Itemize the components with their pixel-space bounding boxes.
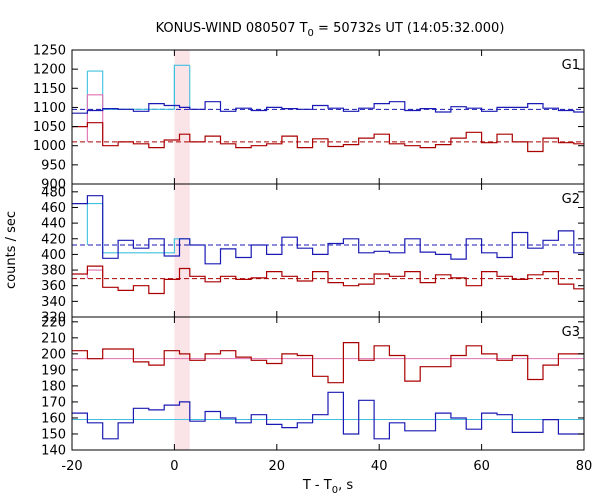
y-tick-label: 440 bbox=[41, 217, 66, 232]
y-tick-label: 1000 bbox=[33, 139, 66, 154]
y-tick-label: 1200 bbox=[33, 63, 66, 78]
y-tick-label: 210 bbox=[41, 331, 66, 346]
y-tick-label: 150 bbox=[41, 427, 66, 442]
x-tick-label: 60 bbox=[473, 459, 490, 474]
x-tick-label: 20 bbox=[269, 459, 286, 474]
blue-series bbox=[72, 195, 584, 265]
pink-series bbox=[86, 94, 104, 142]
panel-g2 bbox=[72, 195, 584, 295]
y-tick-label: 1150 bbox=[33, 82, 66, 97]
x-tick-label: -20 bbox=[61, 459, 82, 474]
cyan-series bbox=[87, 203, 190, 254]
trigger-band bbox=[174, 50, 190, 450]
x-tick-label: 40 bbox=[371, 459, 388, 474]
y-tick-label: 1100 bbox=[33, 101, 66, 116]
y-tick-label: 180 bbox=[41, 379, 66, 394]
y-tick-label: 170 bbox=[41, 395, 66, 410]
chart-title: KONUS-WIND 080507 T0 = 50732s UT (14:05:… bbox=[156, 21, 505, 39]
y-tick-label: 160 bbox=[41, 411, 66, 426]
y-tick-label: 900 bbox=[41, 178, 66, 193]
y-tick-label: 380 bbox=[41, 264, 66, 279]
y-tick-label: 190 bbox=[41, 363, 66, 378]
trigger-band-layer bbox=[174, 50, 190, 450]
red-series bbox=[72, 342, 584, 384]
red-series bbox=[72, 265, 584, 295]
blue-series bbox=[72, 101, 584, 114]
y-tick-label: 420 bbox=[41, 232, 66, 247]
y-tick-label: 1250 bbox=[33, 44, 66, 59]
panel-g1 bbox=[72, 64, 584, 153]
x-axis-label: T - T0, s bbox=[302, 478, 353, 496]
data-layer bbox=[72, 64, 584, 440]
blue-series bbox=[72, 391, 584, 440]
y-tick-label: 320 bbox=[41, 311, 66, 326]
text-layer: KONUS-WIND 080507 T0 = 50732s UT (14:05:… bbox=[4, 21, 592, 496]
panel-frame bbox=[71, 316, 585, 451]
panel-label: G2 bbox=[562, 192, 580, 207]
cyan-series bbox=[87, 64, 190, 110]
y-axis-label: counts / sec bbox=[4, 211, 19, 289]
y-tick-label: 400 bbox=[41, 248, 66, 263]
y-tick-label: 480 bbox=[41, 185, 66, 200]
red-series bbox=[72, 122, 584, 153]
y-tick-label: 220 bbox=[41, 315, 66, 330]
y-tick-label: 460 bbox=[41, 201, 66, 216]
x-tick-label: 80 bbox=[576, 459, 593, 474]
y-tick-label: 1050 bbox=[33, 120, 66, 135]
y-tick-label: 950 bbox=[41, 158, 66, 173]
y-tick-label: 340 bbox=[41, 295, 66, 310]
panel-label: G1 bbox=[562, 58, 580, 73]
panel-g3 bbox=[72, 342, 584, 440]
panel-label: G3 bbox=[562, 325, 580, 340]
y-tick-label: 200 bbox=[41, 347, 66, 362]
y-tick-label: 360 bbox=[41, 279, 66, 294]
frame-layer bbox=[71, 49, 585, 451]
x-tick-label: 0 bbox=[170, 459, 178, 474]
y-tick-label: 140 bbox=[41, 444, 66, 459]
